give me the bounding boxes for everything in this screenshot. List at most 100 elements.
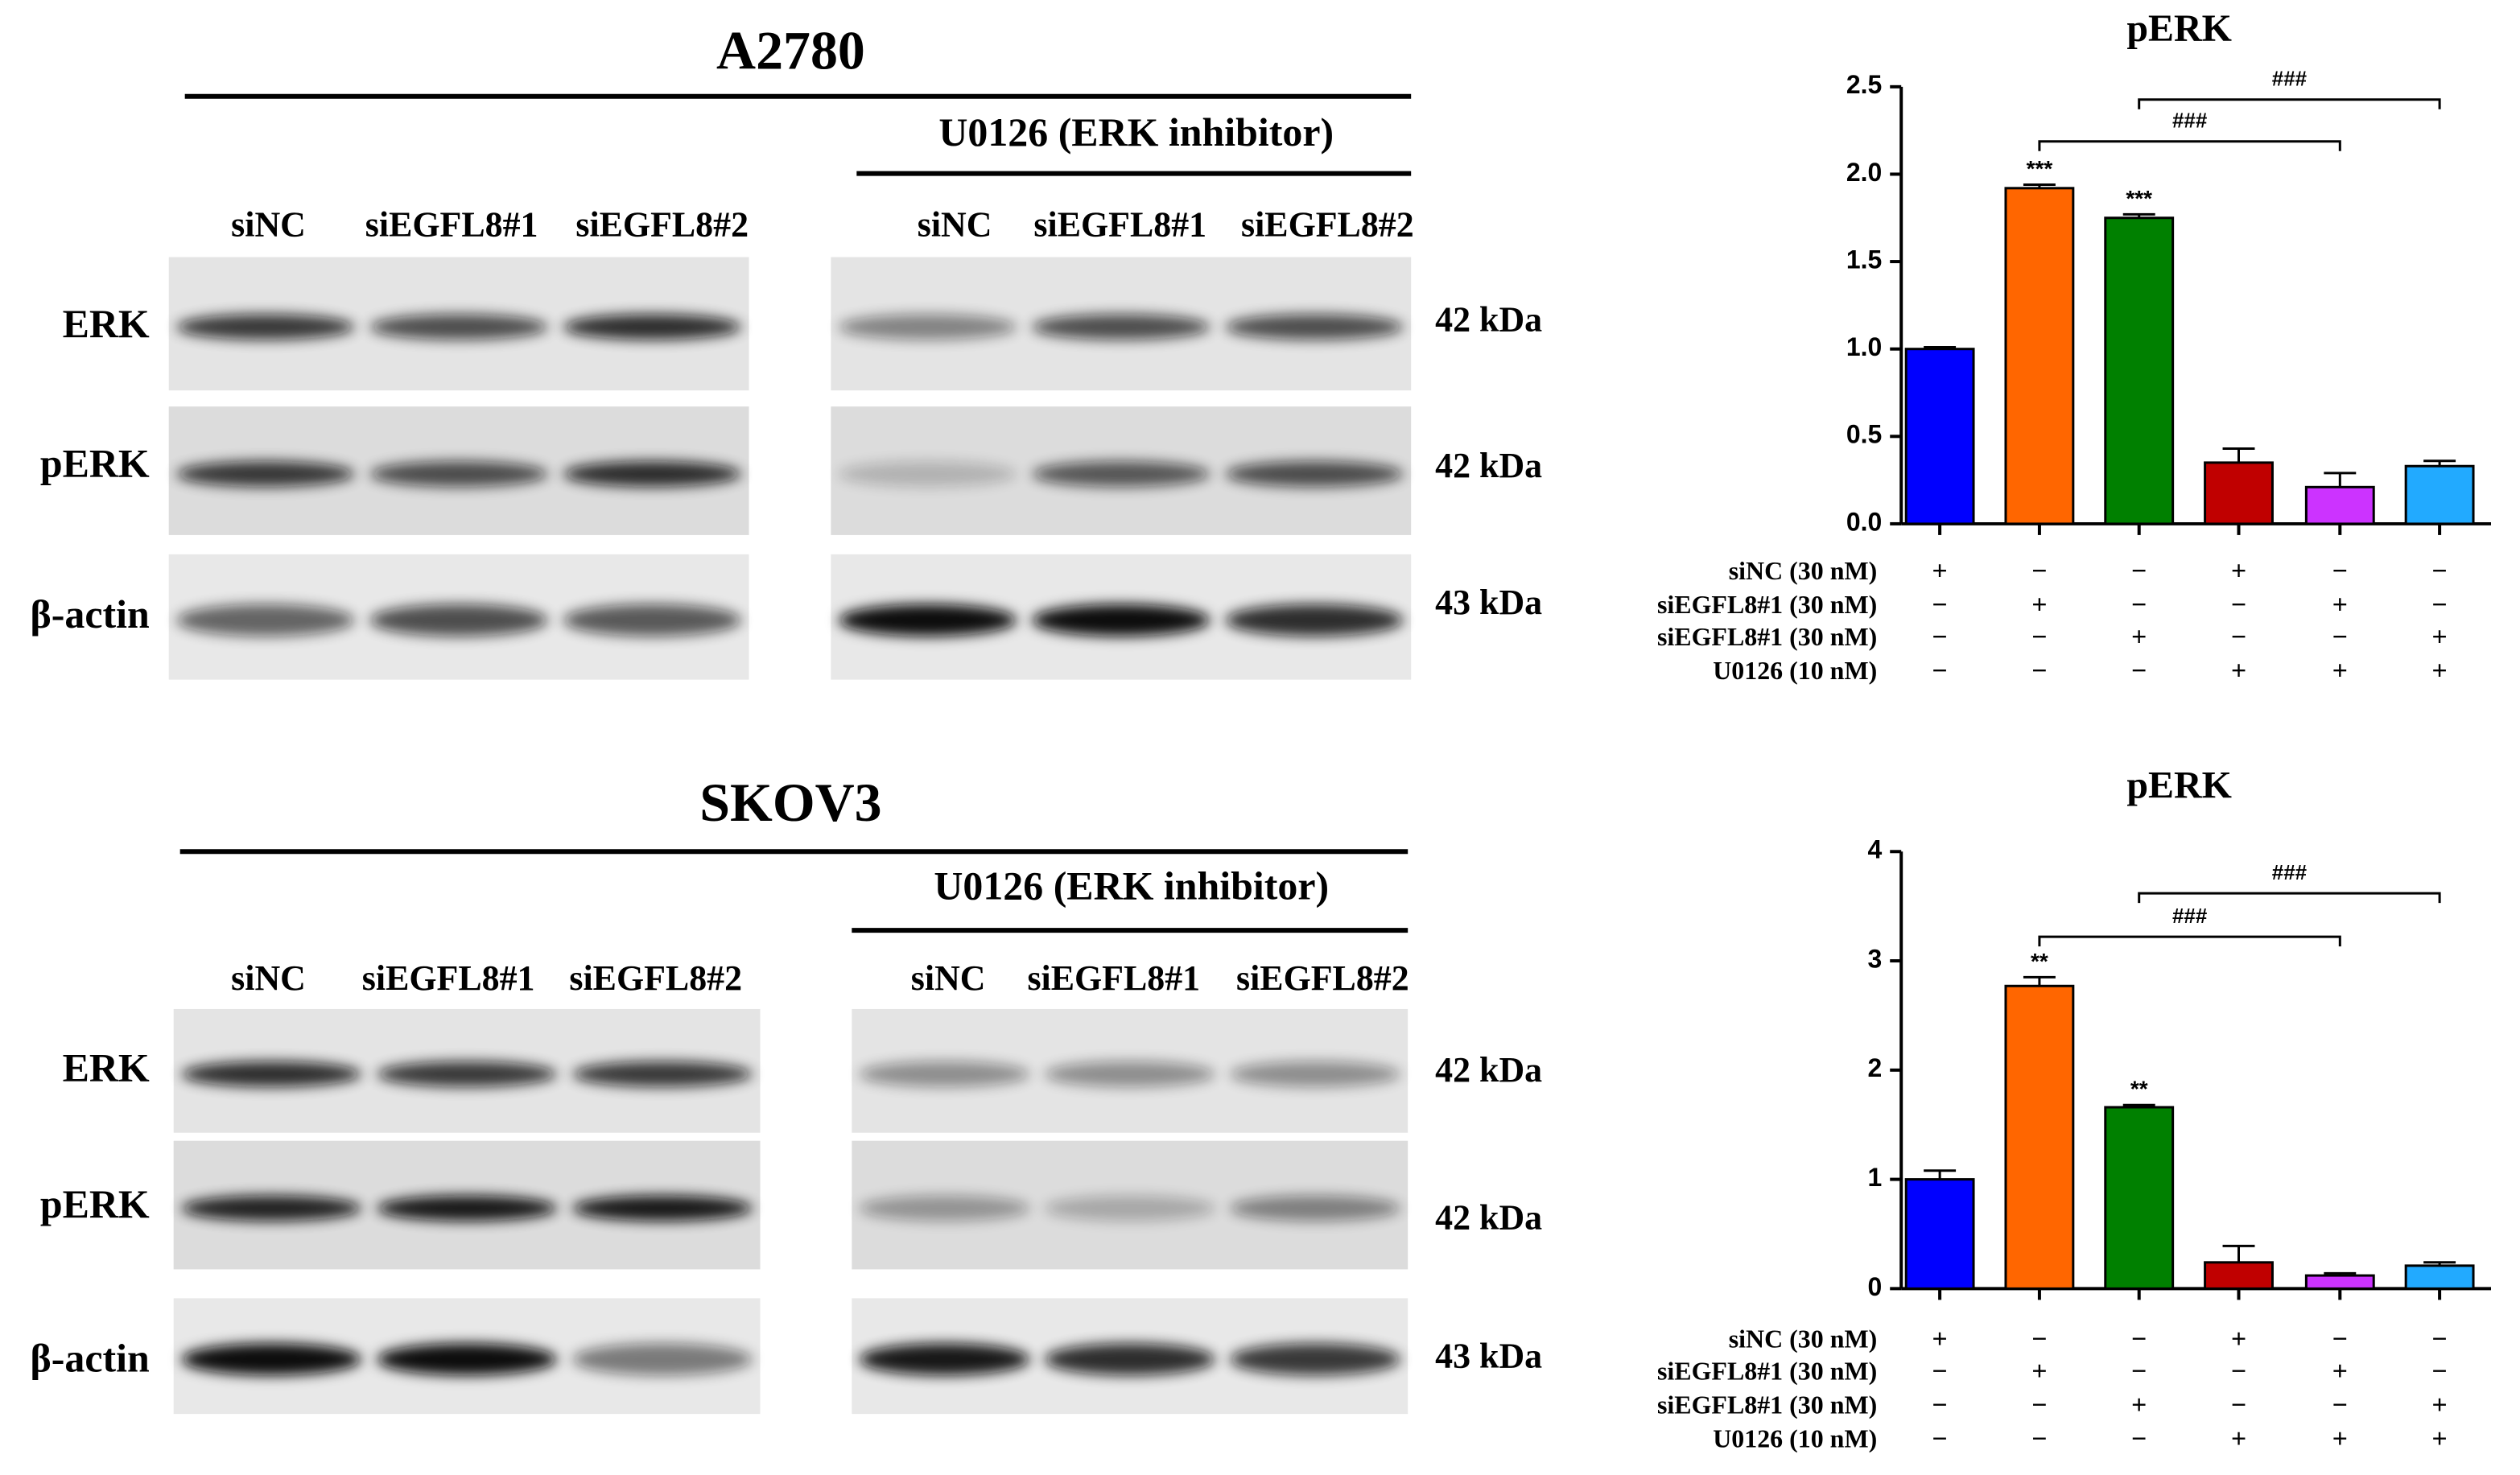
condition-label: siNC (30 nM) [1729,557,1878,585]
condition-sign: + [2231,1424,2246,1454]
bracket [2038,140,2341,151]
condition-sign: − [1932,656,1947,686]
condition-sign: − [2031,622,2047,652]
condition-sign: − [2131,1357,2147,1386]
condition-sign: + [2332,1424,2348,1454]
blot-band [181,1061,361,1087]
bar [2104,1106,2175,1290]
bracket-label: ### [2172,905,2207,928]
blot-band [1225,461,1404,488]
condition-sign: − [1932,622,1947,652]
condition-sign: − [2231,622,2246,652]
condition-sign: + [2231,557,2246,587]
condition-sign: + [2431,656,2447,686]
condition-sign: − [2131,656,2147,686]
condition-sign: − [2431,1357,2447,1386]
bracket-label: ### [2272,68,2307,91]
y-tick-label: 2.0 [1846,158,1882,187]
blot-band [859,1061,1030,1087]
blot-band [1032,314,1211,340]
row-label: β-actin [30,1337,149,1381]
condition-sign: − [2031,557,2047,587]
condition-sign: + [2131,1391,2147,1420]
condition-sign: − [2231,1357,2246,1386]
condition-sign: + [1932,1325,1947,1354]
blot-band [838,314,1017,340]
y-tick-label: 1.5 [1846,245,1882,274]
error-bar [2423,459,2456,467]
significance-mark: *** [2027,156,2053,181]
blot-band [859,1343,1030,1376]
inhibitor-label: U0126 (ERK inhibitor) [938,110,1334,155]
lane-label: siNC [918,205,992,245]
condition-sign: − [2332,1391,2348,1420]
condition-label: siEGFL8#1 (30 nM) [1657,623,1877,651]
blot-band [563,314,741,340]
condition-sign: − [2231,591,2246,620]
blot-band [369,604,548,637]
error-bar [2122,1103,2155,1107]
condition-sign: − [2332,622,2348,652]
blot-band [572,1195,753,1222]
chart-title: pERK [2126,764,2231,806]
condition-sign: − [2431,557,2447,587]
lane-label: siNC [231,958,306,998]
blot-band [572,1061,753,1087]
row-label: β-actin [30,592,149,637]
blot-band [369,461,548,488]
error-bar [1924,1169,1957,1180]
y-tick-label: 0.5 [1846,420,1882,449]
condition-sign: + [2031,591,2047,620]
blot-band [1225,314,1404,340]
lane-label: siEGFL8#1 [1027,958,1200,998]
bracket [2038,935,2341,947]
y-tick-label: 1 [1867,1163,1882,1192]
error-bar [2324,1271,2357,1276]
bar [2304,1274,2375,1290]
lane-label: siEGFL8#2 [569,958,742,998]
lane-label: siEGFL8#2 [1241,205,1414,245]
blot-title: A2780 [716,20,865,80]
condition-sign: − [2131,591,2147,620]
condition-sign: − [2231,1391,2246,1420]
kda-label: 42 kDa [1435,446,1542,485]
bar [2004,187,2075,525]
y-tick-label: 0.0 [1846,507,1882,536]
blot-band [369,314,548,340]
blot-band [377,1195,557,1222]
y-tick-label: 4 [1867,835,1882,864]
condition-label: U0126 (10 nM) [1713,657,1877,685]
y-tick-label: 3 [1867,944,1882,973]
blot-band [176,314,355,340]
bar [2204,461,2274,525]
bar [2304,485,2375,525]
blot-band [1230,1061,1400,1087]
blot-band [859,1195,1030,1222]
condition-label: U0126 (10 nM) [1713,1424,1877,1452]
blot-band [1044,1195,1215,1222]
condition-sign: − [2431,1325,2447,1354]
chart-title: pERK [2126,7,2231,50]
blot-band [1032,604,1211,637]
significance-mark: *** [2126,186,2152,211]
condition-sign: − [1932,1424,1947,1454]
bar [1904,1178,1975,1290]
blot-band [377,1343,557,1376]
condition-sign: + [2332,591,2348,620]
condition-label: siEGFL8#1 (30 nM) [1657,1391,1877,1419]
blot-band [181,1343,361,1376]
bracket [2138,98,2441,109]
kda-label: 43 kDa [1435,1336,1542,1375]
blot-band [572,1343,753,1376]
bar [2104,216,2175,525]
bar [2404,464,2475,525]
blot-band [563,461,741,488]
kda-label: 42 kDa [1435,1050,1542,1090]
row-label: ERK [63,1045,150,1090]
condition-label: siEGFL8#1 (30 nM) [1657,591,1877,619]
blot-band [176,604,355,637]
bracket-label: ### [2272,862,2307,884]
condition-label: siEGFL8#1 (30 nM) [1657,1358,1877,1386]
condition-sign: − [2031,1424,2047,1454]
lane-label: siEGFL8#1 [362,958,535,998]
